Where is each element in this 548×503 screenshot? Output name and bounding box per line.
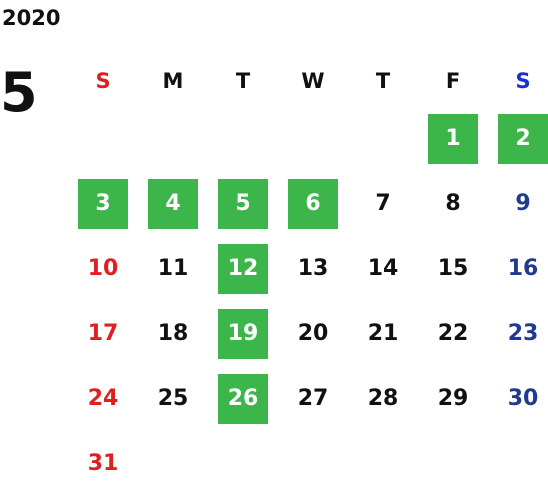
- calendar-day[interactable]: 15: [418, 236, 488, 301]
- calendar-day[interactable]: 8: [418, 171, 488, 236]
- calendar-week-row: 24 25 26 27 28 29 30: [68, 366, 548, 431]
- calendar-day[interactable]: 14: [348, 236, 418, 301]
- day-number: 21: [367, 321, 399, 346]
- highlighted-day-number: 3: [78, 178, 128, 229]
- calendar-day[interactable]: 24: [68, 366, 138, 431]
- calendar-day[interactable]: 16: [488, 236, 548, 301]
- calendar-day[interactable]: 5: [208, 171, 278, 236]
- day-number: 29: [437, 386, 469, 411]
- calendar-month: 5: [0, 61, 38, 124]
- calendar-day[interactable]: 10: [68, 236, 138, 301]
- day-number: 31: [87, 451, 119, 476]
- calendar-day[interactable]: 30: [488, 366, 548, 431]
- calendar-day[interactable]: 29: [418, 366, 488, 431]
- calendar-day[interactable]: 3: [68, 171, 138, 236]
- calendar-week-row: 10 11 12 13 14 15 16: [68, 236, 548, 301]
- calendar-day[interactable]: 22: [418, 301, 488, 366]
- calendar-empty-cell: [278, 106, 348, 171]
- calendar-week-row: 17 18 19 20 21 22 23: [68, 301, 548, 366]
- day-number: 16: [507, 256, 539, 281]
- day-number: 25: [157, 386, 189, 411]
- calendar-day[interactable]: 9: [488, 171, 548, 236]
- day-number: 18: [157, 321, 189, 346]
- calendar-day[interactable]: 21: [348, 301, 418, 366]
- highlighted-day-number: 19: [218, 308, 268, 359]
- calendar-empty-cell: [488, 431, 548, 496]
- weekday-label: F: [445, 69, 461, 93]
- calendar-day[interactable]: 19: [208, 301, 278, 366]
- highlighted-day-number: 6: [288, 178, 338, 229]
- weekday-label: S: [515, 69, 531, 93]
- calendar-day[interactable]: 7: [348, 171, 418, 236]
- calendar-empty-cell: [68, 106, 138, 171]
- day-number: 8: [445, 191, 461, 216]
- day-number: 30: [507, 386, 539, 411]
- calendar-empty-cell: [138, 431, 208, 496]
- weekday-label: T: [235, 69, 251, 93]
- calendar-day[interactable]: 25: [138, 366, 208, 431]
- calendar-day[interactable]: 23: [488, 301, 548, 366]
- day-number: 9: [515, 191, 531, 216]
- calendar-day[interactable]: 27: [278, 366, 348, 431]
- day-number: 20: [297, 321, 329, 346]
- day-number: 17: [87, 321, 119, 346]
- calendar-empty-cell: [208, 106, 278, 171]
- day-number: 7: [375, 191, 391, 216]
- calendar-grid: S M T W T F S 1 2 3 4 5 6 7 8 9 10 11 12 13 14 15 16 17 18 19 20 21…: [68, 56, 548, 496]
- calendar-year: 2020: [2, 6, 61, 30]
- calendar-day[interactable]: 11: [138, 236, 208, 301]
- day-number: 28: [367, 386, 399, 411]
- day-number: 10: [87, 256, 119, 281]
- highlighted-day-number: 26: [218, 373, 268, 424]
- calendar-day[interactable]: 31: [68, 431, 138, 496]
- weekday-label: M: [162, 69, 184, 93]
- weekday-label: T: [375, 69, 391, 93]
- day-number: 24: [87, 386, 119, 411]
- calendar-day[interactable]: 26: [208, 366, 278, 431]
- calendar-day[interactable]: 1: [418, 106, 488, 171]
- calendar-empty-cell: [418, 431, 488, 496]
- calendar-day[interactable]: 12: [208, 236, 278, 301]
- highlighted-day-number: 2: [498, 113, 548, 164]
- highlighted-day-number: 12: [218, 243, 268, 294]
- weekday-label: S: [95, 69, 111, 93]
- calendar-day[interactable]: 20: [278, 301, 348, 366]
- highlighted-day-number: 5: [218, 178, 268, 229]
- calendar-day[interactable]: 4: [138, 171, 208, 236]
- calendar-empty-cell: [348, 431, 418, 496]
- calendar-empty-cell: [208, 431, 278, 496]
- calendar-day[interactable]: 6: [278, 171, 348, 236]
- calendar-empty-cell: [348, 106, 418, 171]
- day-number: 13: [297, 256, 329, 281]
- calendar-day[interactable]: 2: [488, 106, 548, 171]
- calendar-empty-cell: [278, 431, 348, 496]
- calendar-day[interactable]: 28: [348, 366, 418, 431]
- calendar-empty-cell: [138, 106, 208, 171]
- day-number: 23: [507, 321, 539, 346]
- day-number: 27: [297, 386, 329, 411]
- day-number: 22: [437, 321, 469, 346]
- calendar-day[interactable]: 17: [68, 301, 138, 366]
- highlighted-day-number: 1: [428, 113, 478, 164]
- calendar-day[interactable]: 13: [278, 236, 348, 301]
- day-number: 14: [367, 256, 399, 281]
- highlighted-day-number: 4: [148, 178, 198, 229]
- calendar-week-row: 31: [68, 431, 548, 496]
- calendar-day[interactable]: 18: [138, 301, 208, 366]
- day-number: 11: [157, 256, 189, 281]
- day-number: 15: [437, 256, 469, 281]
- weekday-label: W: [301, 69, 325, 93]
